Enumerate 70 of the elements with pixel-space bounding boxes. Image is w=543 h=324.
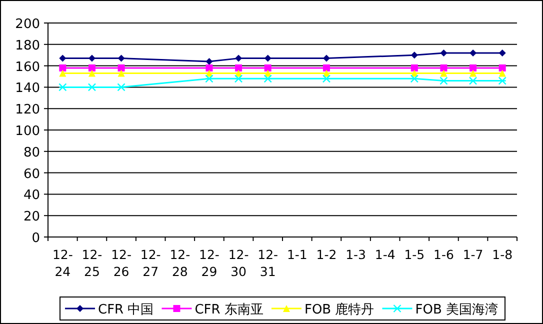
y-tick-label: 140 [15,81,40,96]
point [59,64,66,72]
point [88,70,96,77]
point [88,54,96,62]
x-tick-label: 12- 29 [199,247,220,279]
point [206,64,213,72]
point [264,54,272,62]
point [498,70,506,77]
point [468,76,478,85]
y-tick-label: 180 [15,38,40,54]
point [440,70,448,77]
y-tick-label: 80 [23,145,40,160]
point [440,76,448,85]
point [264,74,272,83]
point [118,54,125,62]
x-tick-label: 1-5 [404,247,425,262]
point [410,74,419,83]
y-tick-label: 0 [32,231,40,246]
point [235,54,242,62]
point [410,64,418,72]
point [118,64,125,72]
x-tick-label: 1-7 [462,247,484,262]
point [498,49,506,56]
x-tick-label: 1-6 [434,247,454,262]
x-tick-label: 1-3 [346,247,366,262]
x-tick-label: 12- 30 [228,247,249,279]
y-tick-label: 100 [15,124,40,139]
point [88,64,96,72]
point [498,76,506,85]
x-tick-label: 12- 26 [111,247,132,279]
x-tick-label: 1-2 [316,247,337,262]
y-tick-label: 120 [15,102,40,118]
point [498,64,506,72]
point [206,58,213,66]
x-tick-label: 12- 25 [82,247,102,279]
point [234,74,243,83]
y-tick-label: 200 [15,17,40,32]
point [58,83,67,92]
point [322,64,330,72]
point [410,52,418,59]
y-tick-label: 20 [23,210,40,225]
legend-label: FOB 美国海湾 [415,302,498,318]
legend-label: CFR 东南亚 [194,302,264,318]
point [470,49,477,56]
point [264,64,272,72]
point [235,64,242,72]
point [205,74,214,83]
point [322,54,330,62]
x-tick-label: 1-8 [492,247,513,262]
legend-label: CFR 中国 [98,302,154,318]
point [322,74,331,83]
x-tick-label: 12- 28 [170,247,190,279]
point [470,64,477,72]
x-tick-label: 1-1 [286,247,308,262]
point [440,49,448,56]
legend-label: FOB 鹿特丹 [304,302,374,318]
point [59,54,66,62]
point [59,70,66,77]
x-tick-label: 1-4 [374,247,396,262]
point [470,70,477,77]
x-tick-label: 12- 27 [140,247,161,279]
point [118,70,125,77]
point [117,83,126,92]
y-tick-label: 40 [23,188,40,204]
x-tick-label: 12- 24 [52,247,73,279]
y-tick-label: 160 [15,60,40,75]
y-tick-label: 60 [23,166,40,182]
x-tick-label: 12- 31 [258,247,278,279]
point [88,83,96,92]
point [440,64,448,72]
